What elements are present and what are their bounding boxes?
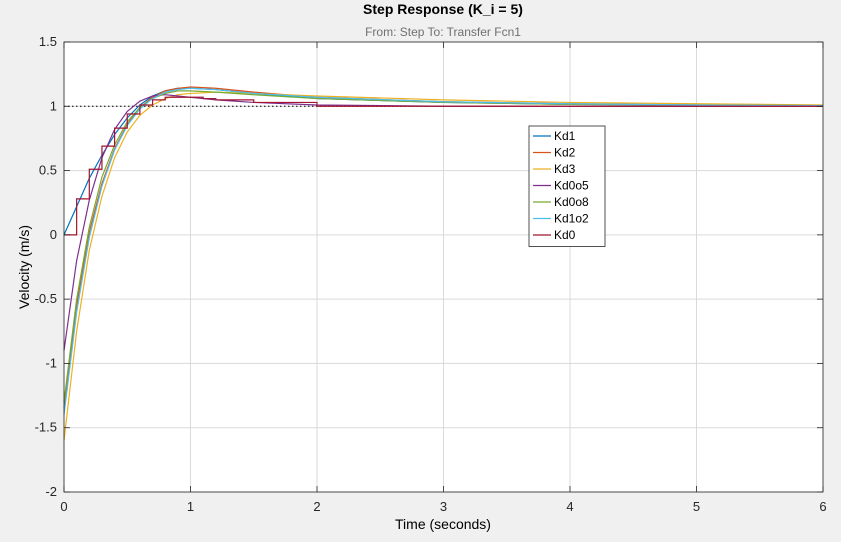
- series-line-kd1o2: [63, 87, 824, 415]
- y-tick-label: 1.5: [39, 34, 57, 49]
- chart-title: Step Response (K_i = 5): [363, 1, 523, 17]
- x-tick-label: 2: [313, 499, 320, 514]
- y-tick-label: -1.5: [35, 420, 57, 435]
- y-tick-label: -2: [45, 484, 57, 499]
- legend-label: Kd0o8: [554, 195, 589, 209]
- y-tick-label: -1: [45, 355, 57, 370]
- legend-label: Kd0o5: [554, 179, 589, 193]
- series-group: [63, 86, 824, 441]
- series-line-kd0: [64, 96, 823, 236]
- x-tick-label: 5: [693, 499, 700, 514]
- legend: Kd1 Kd2 Kd3 Kd0o5 Kd0o8 Kd1o2 Kd0: [528, 125, 606, 247]
- y-tick-label: 1: [50, 98, 57, 113]
- y-tick-label: -0.5: [35, 291, 57, 306]
- legend-box: [528, 125, 606, 247]
- x-tick-label: 3: [440, 499, 447, 514]
- x-tick-label: 6: [819, 499, 826, 514]
- series-line-kd3: [63, 91, 824, 441]
- series-line-kd0o8: [63, 90, 824, 403]
- x-tick-label: 4: [566, 499, 573, 514]
- y-tick-label: 0.5: [39, 163, 57, 178]
- legend-label: Kd3: [554, 162, 576, 176]
- y-tick-label: 0: [50, 227, 57, 242]
- y-axis-label: Velocity (m/s): [16, 225, 32, 309]
- x-axis-label: Time (seconds): [395, 516, 491, 532]
- legend-label: Kd1o2: [554, 212, 589, 226]
- legend-label: Kd0: [554, 228, 576, 242]
- chart-subtitle: From: Step To: Transfer Fcn1: [365, 25, 521, 39]
- x-tick-label: 1: [187, 499, 194, 514]
- ticks: 0 1 2 3 4 5 6 -2 -1.5 -1 -0.5 0 0.5 1 1.5: [35, 34, 827, 514]
- legend-label: Kd2: [554, 146, 576, 160]
- x-tick-label: 0: [60, 499, 67, 514]
- legend-label: Kd1: [554, 129, 576, 143]
